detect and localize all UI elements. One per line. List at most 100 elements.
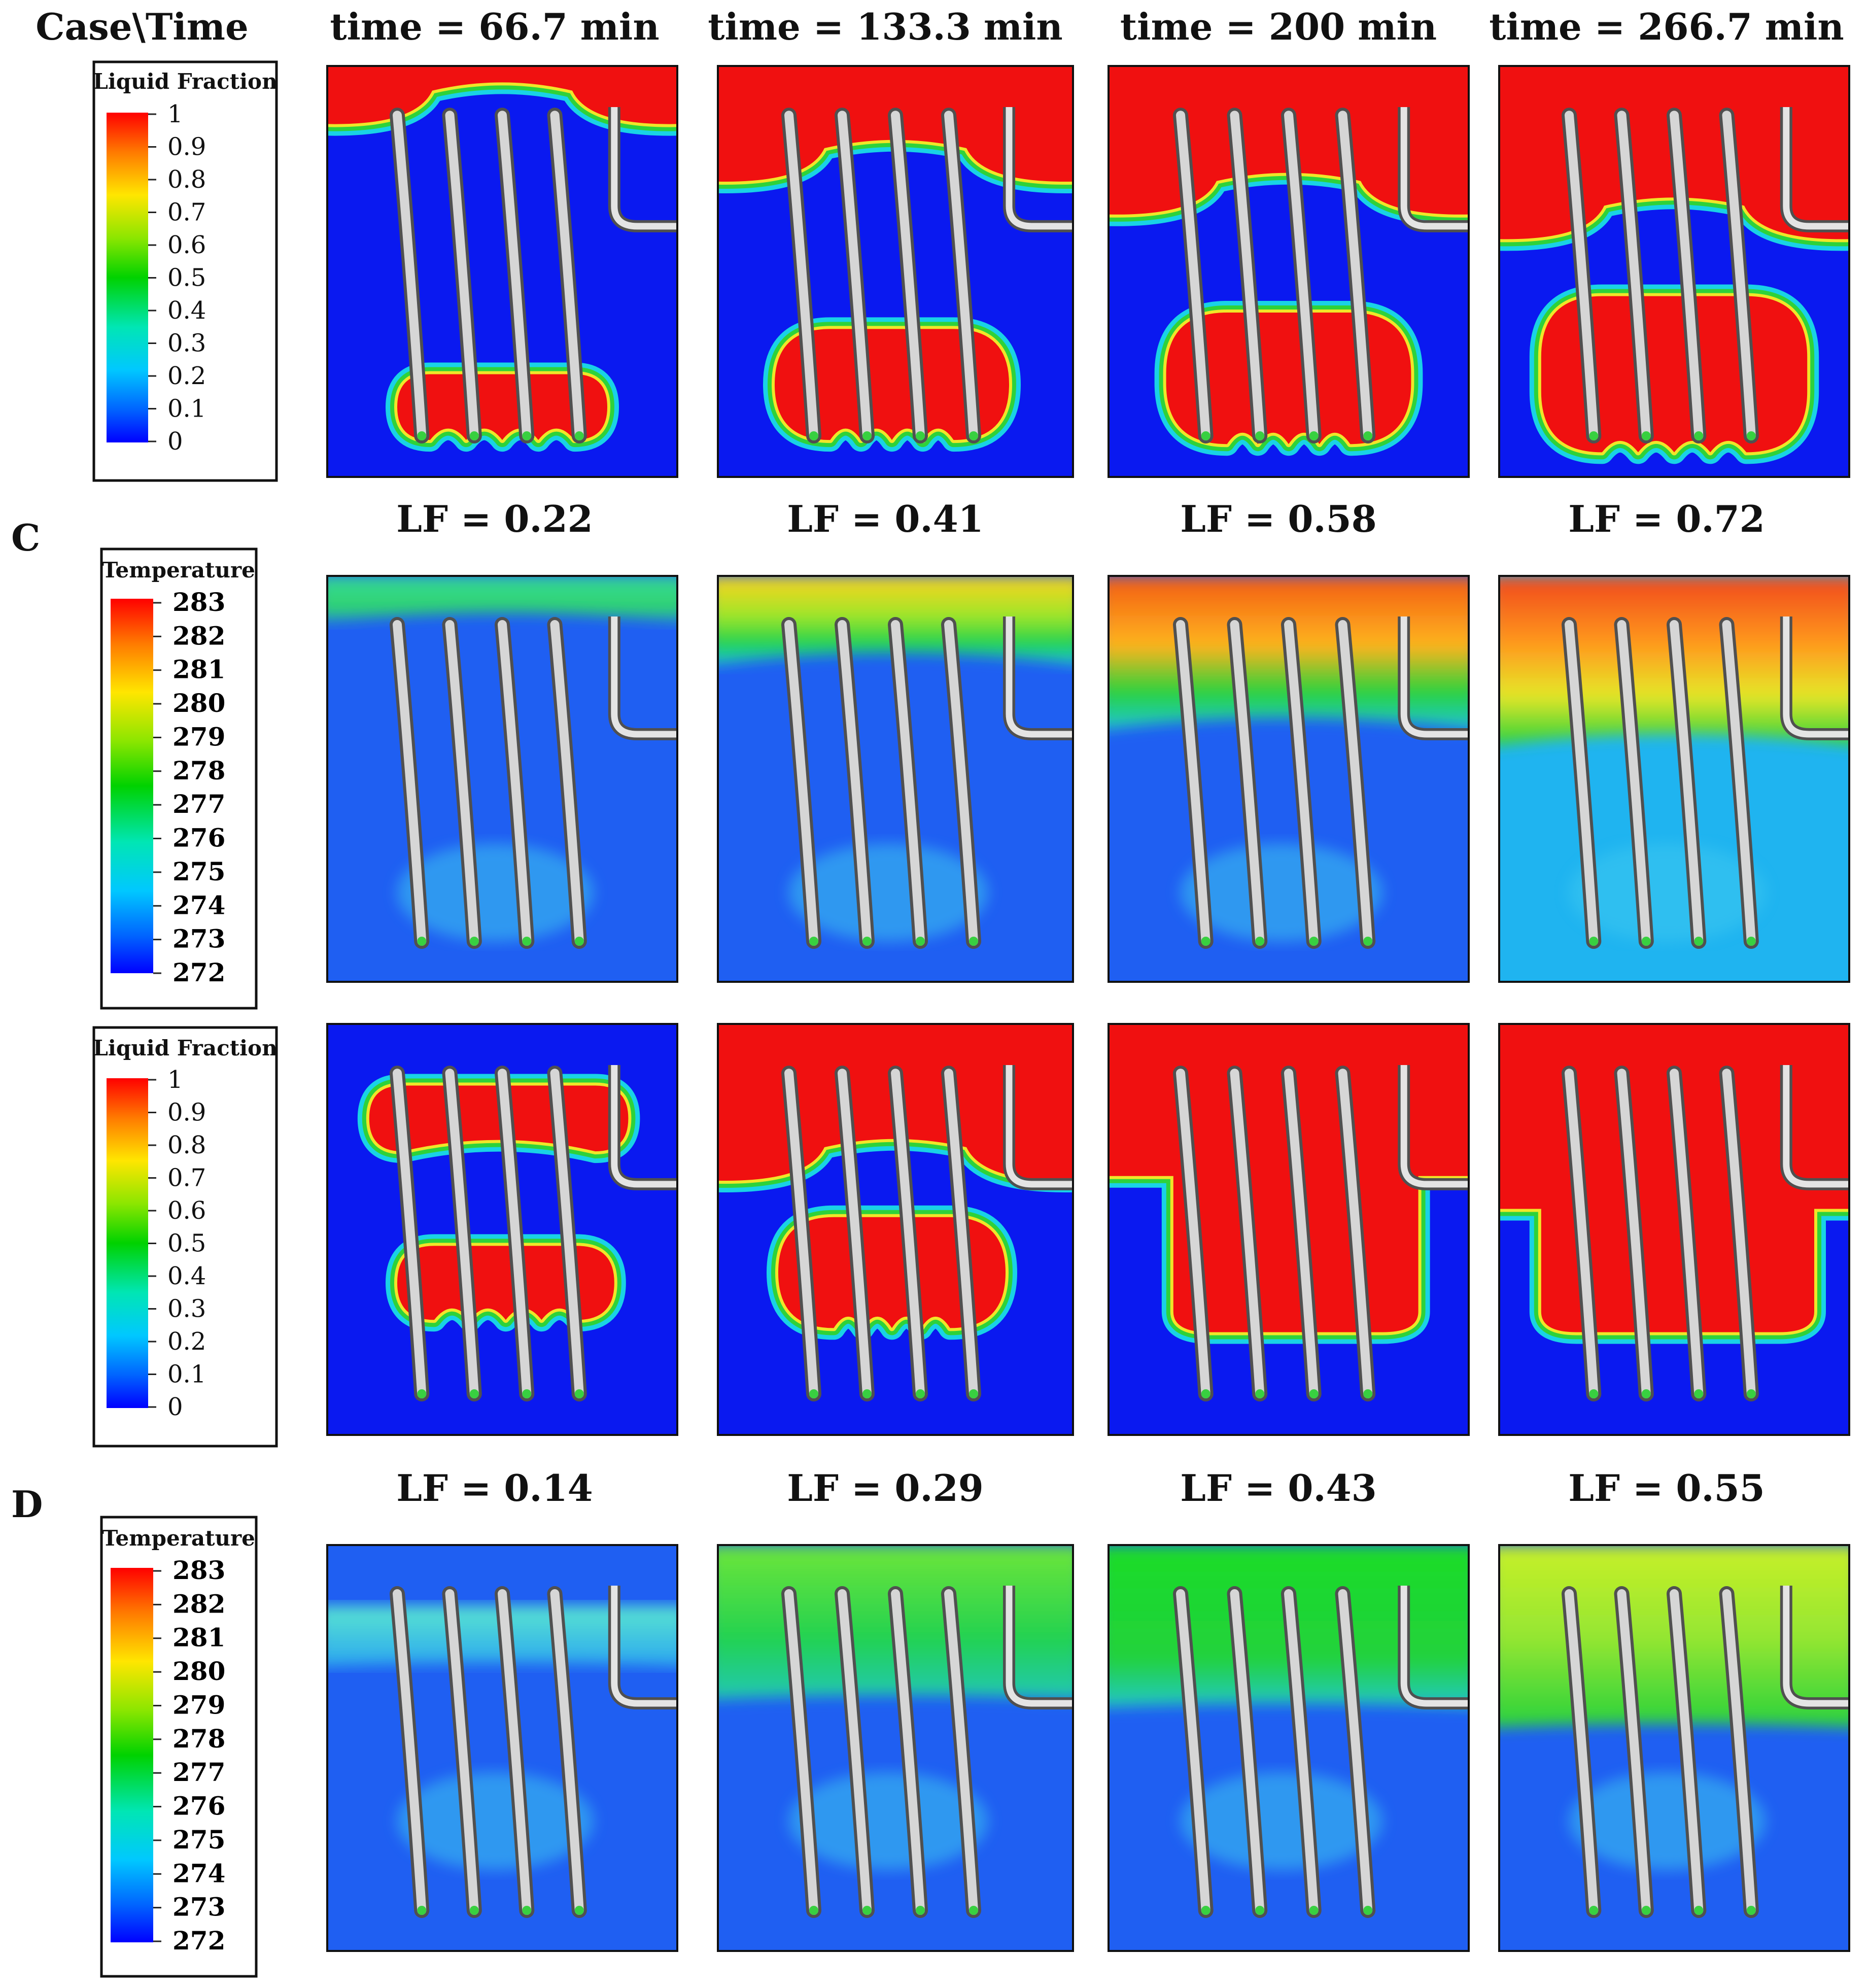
heating-tube — [1617, 1069, 1651, 1398]
legend-tick-label: 0 — [167, 427, 183, 456]
tube-end — [1746, 937, 1756, 946]
panel-border — [1108, 1544, 1470, 1952]
lf-value-d-1: LF = 0.14 — [396, 1466, 593, 1510]
tube-end — [916, 937, 925, 946]
tube-end — [417, 1906, 427, 1915]
legend-colorbar — [107, 113, 148, 442]
tube-end — [1589, 937, 1599, 946]
lf-value-c-3: LF = 0.58 — [1180, 497, 1377, 540]
legend-tick-label: 0.5 — [167, 264, 206, 292]
inlet-tube — [611, 616, 677, 738]
legend-tick-label: 0.3 — [167, 1295, 206, 1323]
tube-end — [1201, 937, 1210, 946]
heating-tube — [498, 1069, 532, 1398]
lf-value-c-4: LF = 0.72 — [1568, 497, 1765, 540]
heating-tube — [1617, 1589, 1651, 1915]
heating-tube — [891, 1589, 925, 1915]
tube-end — [1746, 431, 1756, 440]
tube-end — [969, 1389, 978, 1398]
time-header-4: time = 266.7 min — [1489, 5, 1844, 48]
panel-r3-c2 — [717, 1023, 1074, 1436]
legend-tick-label: 279 — [172, 1690, 225, 1720]
panel-field — [1499, 576, 1849, 982]
inlet-tube — [1006, 616, 1073, 738]
heating-tube — [550, 111, 584, 440]
legend-tick-label: 0 — [167, 1393, 183, 1421]
tube-end — [1255, 1389, 1265, 1398]
tube-end — [1255, 1906, 1265, 1915]
tube-end — [809, 431, 818, 440]
tube-end — [574, 1389, 584, 1398]
heating-tube — [445, 620, 479, 946]
heating-tube — [1230, 620, 1265, 946]
tube-end — [1641, 431, 1651, 440]
tube-end — [469, 431, 479, 440]
heating-tube — [1284, 1069, 1319, 1398]
tube-end — [1363, 1906, 1373, 1915]
panel-border — [1498, 1023, 1850, 1436]
legend-tick-label: 278 — [172, 756, 225, 785]
tube-end — [1589, 1906, 1599, 1915]
liquid-region — [778, 1217, 1006, 1328]
tube-end — [1201, 1389, 1210, 1398]
tube-end — [1201, 1906, 1210, 1915]
legend-tick-label: 0.6 — [167, 231, 206, 259]
panel-r4-c3 — [1108, 1544, 1470, 1952]
heating-tube — [445, 111, 479, 440]
legend-tick-label: 273 — [172, 1892, 225, 1922]
tube-end — [1309, 431, 1319, 440]
tube-end — [916, 1389, 925, 1398]
inlet-tube — [611, 1586, 677, 1707]
panel-border — [326, 1023, 678, 1436]
tube-end — [574, 431, 584, 440]
heating-tube — [784, 1069, 818, 1398]
tube-end — [1255, 937, 1265, 946]
tube-end — [862, 431, 872, 440]
legend-tick-label: 280 — [172, 688, 225, 718]
tube-end — [809, 1389, 818, 1398]
legend-tick-label: 0.8 — [167, 165, 206, 194]
legend-tick-label: 1 — [167, 1066, 183, 1094]
legend-tick-label: 275 — [172, 856, 225, 886]
heating-tube — [1338, 1589, 1373, 1915]
legend-tick-label: 1 — [167, 100, 183, 128]
tube-end — [1694, 1389, 1704, 1398]
legend-colorbar — [111, 1568, 153, 1942]
tube-end — [1309, 937, 1319, 946]
cool-plume — [1569, 844, 1766, 941]
legend-tick-label: 0.3 — [167, 329, 206, 358]
tube-end — [522, 1906, 532, 1915]
panel-field — [718, 1024, 1073, 1435]
cool-plume — [397, 844, 594, 941]
tube-end — [522, 937, 532, 946]
heating-tube — [1565, 620, 1599, 946]
heating-tube — [1176, 620, 1210, 946]
heating-tube — [550, 1589, 584, 1915]
panel-border — [326, 575, 678, 983]
panel-r1-c3 — [1108, 65, 1470, 478]
lf-value-d-2: LF = 0.29 — [787, 1466, 984, 1510]
panel-r4-c1 — [326, 1544, 678, 1952]
liquid-region — [327, 66, 677, 124]
legend-tick-label: 282 — [172, 1589, 225, 1619]
heating-tube — [498, 111, 532, 440]
panel-r4-c2 — [717, 1544, 1074, 1952]
heating-tube — [1722, 1589, 1756, 1915]
inlet-tube — [611, 107, 677, 230]
heating-tube — [838, 1589, 872, 1915]
heating-tube — [1670, 620, 1704, 946]
tube-end — [1363, 937, 1373, 946]
tube-end — [916, 1906, 925, 1915]
tube-end — [1641, 1389, 1651, 1398]
legend-tick-label: 0.2 — [167, 362, 206, 390]
inlet-tube — [1006, 107, 1073, 230]
lf-value-c-2: LF = 0.41 — [787, 497, 984, 540]
case-time-header: Case\Time — [36, 5, 249, 48]
panel-r3-c1 — [326, 1023, 678, 1436]
inlet-tube — [1783, 1586, 1849, 1707]
inlet-tube — [1006, 1586, 1073, 1707]
panel-border — [326, 65, 678, 478]
case-label-c: C — [11, 516, 40, 559]
heating-tube — [944, 111, 978, 440]
